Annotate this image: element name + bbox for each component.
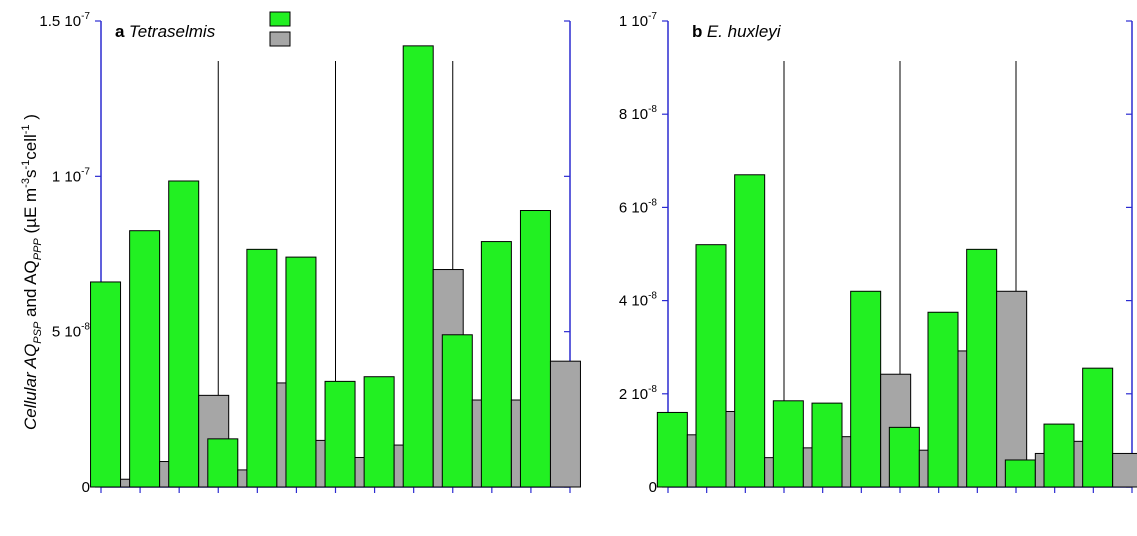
legend-swatch-ppp (269, 31, 291, 47)
bar-psp (441, 334, 473, 488)
bar-psp (656, 411, 688, 488)
bar-psp (927, 311, 959, 488)
y-tick-label: 1 10-7 (619, 11, 658, 30)
bar-psp (734, 174, 766, 488)
bar-psp (1082, 367, 1114, 488)
bar-psp (285, 256, 317, 488)
y-tick-label: 4 10-8 (619, 291, 658, 310)
bar-psp (246, 248, 278, 488)
panel-b: 0 2 10-8 4 10-8 6 10-8 8 10-8 1 10-7 b E. huxl… (619, 11, 1137, 496)
legend (269, 11, 291, 47)
panel-title: a Tetraselmis (115, 22, 216, 41)
bar-psp (966, 248, 998, 488)
y-tick-label: 0 (649, 479, 657, 496)
bar-psp (363, 376, 395, 488)
panel-a: 0 5 10-8 1 10-7 1.5 10-7 a Tetraselmis (39, 11, 581, 496)
bar-psp (695, 244, 727, 488)
legend-swatch-psp (269, 11, 291, 27)
bar-psp (207, 438, 239, 488)
y-tick-label: 0 (82, 479, 90, 496)
bar-psp (772, 400, 804, 488)
bar-ppp (1112, 452, 1137, 488)
y-tick-label: 1.5 10-7 (39, 11, 90, 30)
bar-psp (324, 380, 356, 488)
bar-psp (888, 426, 920, 488)
y-axis-title: Cellular AQPSP and AQPPP (µE m-3s-1cell-… (20, 114, 44, 430)
y-tick-label: 8 10-8 (619, 104, 658, 123)
y-axis-label: Cellular AQPSP and AQPPP (µE m-3s-1cell-… (20, 114, 44, 430)
y-tick-label: 5 10-8 (52, 322, 91, 341)
bar-ppp (996, 290, 1028, 488)
y-tick-label: 6 10-8 (619, 197, 658, 216)
bar-psp (1004, 459, 1036, 488)
bar-ppp (549, 360, 581, 488)
panel-title: b E. huxleyi (692, 22, 782, 41)
bar-psp (519, 210, 551, 488)
bar-psp (480, 241, 512, 488)
bar-psp (402, 45, 434, 488)
y-tick-label: 1 10-7 (52, 166, 91, 185)
bar-psp (811, 402, 843, 488)
bar-psp (90, 281, 122, 488)
bar-psp (850, 290, 882, 488)
bar-psp (129, 230, 161, 488)
bar-psp (1043, 423, 1075, 488)
y-tick-label: 2 10-8 (619, 384, 658, 403)
bar-psp (168, 180, 200, 488)
